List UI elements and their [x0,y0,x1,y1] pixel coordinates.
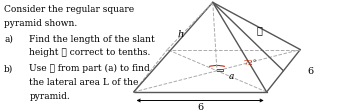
Text: Consider the regular square: Consider the regular square [4,5,134,14]
Text: height ℓ correct to tenths.: height ℓ correct to tenths. [29,48,151,57]
Text: 72°: 72° [243,58,257,66]
Text: h: h [178,30,184,39]
Text: b): b) [4,64,13,73]
Text: a: a [228,71,234,80]
Text: the lateral area L of the: the lateral area L of the [29,78,139,86]
Text: a): a) [4,34,13,43]
Text: pyramid shown.: pyramid shown. [4,19,77,27]
Text: ℓ: ℓ [257,26,263,35]
Text: Use ℓ from part (a) to find: Use ℓ from part (a) to find [29,64,150,73]
Text: 6: 6 [307,67,313,76]
Text: pyramid.: pyramid. [29,91,70,100]
Text: Find the length of the slant: Find the length of the slant [29,34,155,43]
Text: 6: 6 [197,102,203,111]
